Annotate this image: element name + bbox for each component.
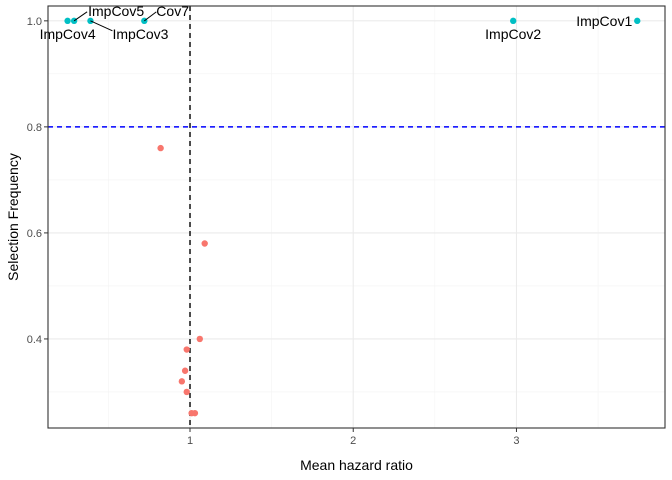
point-label: ImpCov3 xyxy=(112,26,168,42)
point-label: ImpCov2 xyxy=(485,26,541,42)
data-point xyxy=(191,409,199,417)
data-point xyxy=(509,17,517,25)
axis-ticks: 1 2 3 0.4 0.6 0.8 1.0 xyxy=(27,16,520,447)
x-tick-label: 3 xyxy=(513,435,519,447)
x-tick-label: 2 xyxy=(350,435,356,447)
data-point xyxy=(178,378,186,385)
y-tick-label: 0.4 xyxy=(27,334,42,346)
point-labels: ImpCov4 ImpCov5 ImpCov3 Cov7 ImpCov2 ImpCov1 xyxy=(40,3,633,42)
y-tick-label: 0.8 xyxy=(27,122,42,134)
data-point xyxy=(634,17,641,25)
point-label: ImpCov5 xyxy=(88,3,144,19)
data-point xyxy=(183,346,190,353)
data-point xyxy=(181,367,189,374)
data-point xyxy=(183,388,190,396)
y-tick-label: 0.6 xyxy=(27,228,42,240)
data-point xyxy=(201,240,208,247)
panel-border xyxy=(47,5,666,429)
point-label: Cov7 xyxy=(156,3,189,19)
data-point xyxy=(196,335,204,343)
y-tick-label: 1.0 xyxy=(27,16,42,28)
reference-lines xyxy=(48,6,665,428)
label-leader-line xyxy=(144,11,157,22)
x-axis-title: Mean hazard ratio xyxy=(300,457,413,473)
x-tick-label: 1 xyxy=(187,435,193,447)
data-point xyxy=(157,144,164,152)
label-leader-line xyxy=(73,11,88,22)
label-leader-line xyxy=(90,20,113,32)
point-label: ImpCov1 xyxy=(576,13,632,29)
data-point xyxy=(64,17,71,25)
y-axis-title: Selection Frequency xyxy=(5,153,21,281)
point-label: ImpCov4 xyxy=(40,26,96,42)
